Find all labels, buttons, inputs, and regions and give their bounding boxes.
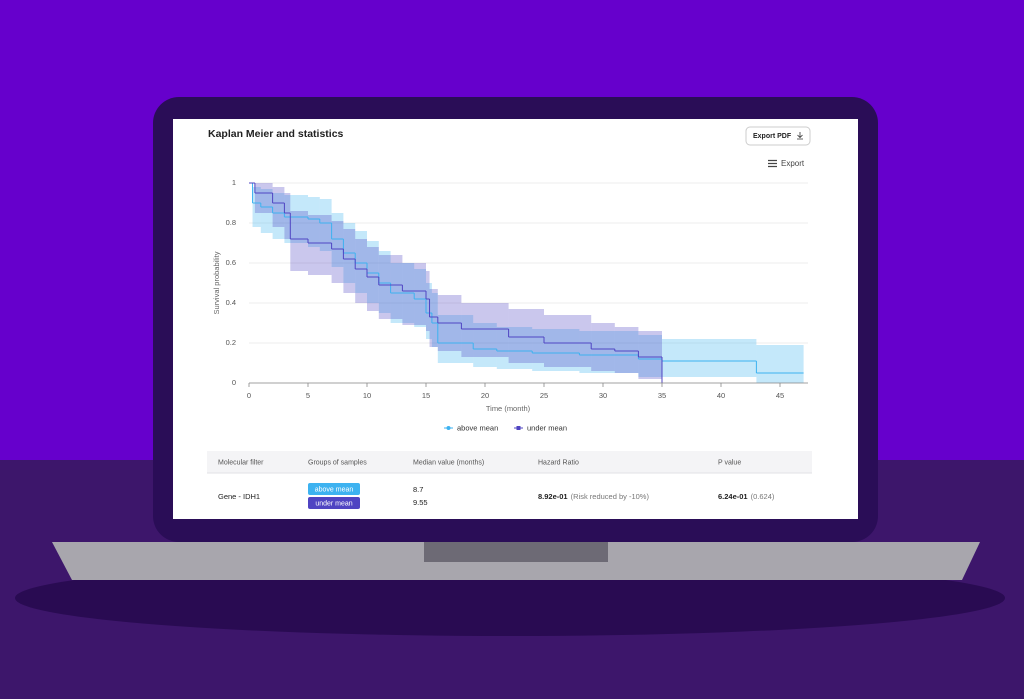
confidence-band bbox=[591, 323, 615, 371]
x-tick-label: 45 bbox=[776, 391, 784, 400]
p-value: 6.24e-01 bbox=[718, 492, 748, 501]
confidence-band bbox=[496, 327, 533, 369]
column-header: Median value (months) bbox=[413, 459, 484, 466]
download-icon bbox=[797, 132, 803, 140]
hazard-value: 8.92e-01 bbox=[538, 492, 568, 501]
confidence-band bbox=[331, 213, 344, 267]
y-tick-label: 0.4 bbox=[226, 298, 236, 307]
confidence-band bbox=[284, 193, 291, 239]
confidence-band bbox=[319, 199, 332, 251]
confidence-band bbox=[579, 331, 639, 373]
x-tick-label: 5 bbox=[306, 391, 310, 400]
x-tick-label: 20 bbox=[481, 391, 489, 400]
export-pdf-label: Export PDF bbox=[753, 133, 792, 140]
legend-label: under mean bbox=[527, 423, 567, 432]
column-header: Hazard Ratio bbox=[538, 459, 579, 466]
x-tick-label: 0 bbox=[247, 391, 251, 400]
group-badge bbox=[308, 497, 360, 509]
confidence-band bbox=[367, 241, 379, 303]
legend-marker bbox=[446, 426, 451, 430]
confidence-band bbox=[343, 229, 356, 293]
y-tick-label: 0.8 bbox=[226, 218, 236, 227]
confidence-band bbox=[532, 329, 580, 371]
legend-marker bbox=[516, 426, 521, 430]
y-tick-label: 0.6 bbox=[226, 258, 236, 267]
title: Kaplan Meier and statistics bbox=[208, 128, 344, 140]
group-badge-label: under mean bbox=[315, 500, 352, 507]
y-tick-label: 0.2 bbox=[226, 338, 236, 347]
median-cell: 8.7 bbox=[413, 485, 423, 494]
confidence-band bbox=[508, 309, 544, 363]
x-axis-title: Time (month) bbox=[486, 404, 531, 413]
x-tick-label: 10 bbox=[363, 391, 371, 400]
confidence-band bbox=[429, 289, 438, 347]
y-axis-title: Survival probability bbox=[212, 251, 221, 314]
confidence-band bbox=[431, 293, 438, 347]
legend-label: above mean bbox=[457, 423, 498, 432]
confidence-band bbox=[414, 269, 426, 327]
group-badge-label: above mean bbox=[315, 486, 354, 493]
hazard-note: (Risk reduced by -10%) bbox=[571, 492, 650, 501]
export-pdf-button[interactable] bbox=[745, 126, 811, 146]
confidence-band bbox=[461, 303, 509, 357]
p-note: (0.624) bbox=[751, 492, 775, 501]
confidence-band bbox=[614, 327, 639, 373]
y-tick-label: 0 bbox=[232, 378, 236, 387]
confidence-band bbox=[367, 247, 379, 311]
confidence-band bbox=[272, 193, 285, 239]
confidence-band bbox=[756, 345, 804, 383]
export-label[interactable]: Export bbox=[781, 159, 805, 168]
confidence-band bbox=[426, 271, 430, 331]
x-tick-label: 25 bbox=[540, 391, 548, 400]
x-tick-label: 40 bbox=[717, 391, 725, 400]
confidence-band bbox=[252, 187, 261, 227]
confidence-band bbox=[260, 189, 273, 233]
confidence-band bbox=[355, 239, 367, 303]
confidence-band bbox=[272, 187, 285, 227]
confidence-band bbox=[355, 231, 367, 293]
confidence-band bbox=[638, 335, 662, 377]
x-tick-label: 35 bbox=[658, 391, 666, 400]
confidence-band bbox=[254, 183, 273, 213]
confidence-band bbox=[308, 197, 320, 247]
confidence-band bbox=[426, 283, 432, 339]
confidence-band bbox=[544, 315, 592, 367]
plot bbox=[249, 182, 808, 384]
median-cell: 9.55 bbox=[413, 498, 428, 507]
p-cell: 6.24e-01 (0.624) bbox=[718, 492, 775, 501]
hazard-cell: 8.92e-01 (Risk reduced by -10%) bbox=[538, 492, 649, 501]
column-header: Molecular filter bbox=[218, 459, 264, 466]
x-tick-label: 30 bbox=[599, 391, 607, 400]
confidence-band bbox=[662, 339, 757, 377]
y-tick-label: 1 bbox=[232, 178, 236, 187]
column-header: Groups of samples bbox=[308, 459, 367, 466]
confidence-band bbox=[638, 331, 662, 379]
confidence-band bbox=[308, 215, 332, 275]
confidence-band bbox=[473, 323, 497, 367]
confidence-band bbox=[331, 221, 344, 283]
column-header: P value bbox=[718, 459, 741, 466]
menu-icon[interactable] bbox=[768, 159, 777, 168]
filter-cell: Gene - IDH1 bbox=[218, 492, 260, 501]
confidence-band bbox=[378, 251, 391, 313]
x-tick-label: 15 bbox=[422, 391, 430, 400]
hinge bbox=[424, 542, 608, 562]
confidence-band bbox=[290, 211, 308, 271]
table-header bbox=[207, 451, 812, 473]
group-badge bbox=[308, 483, 360, 495]
